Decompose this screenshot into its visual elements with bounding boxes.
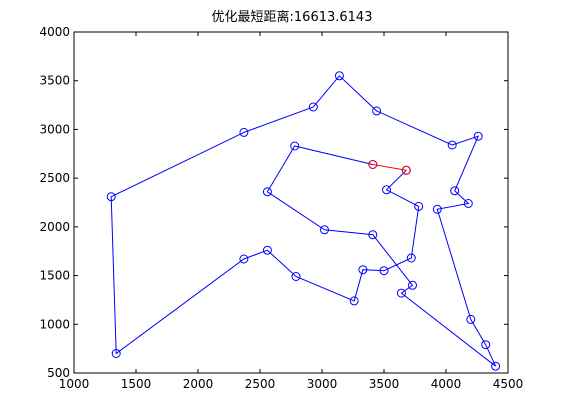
data-point (481, 340, 491, 350)
data-point (239, 254, 249, 264)
data-point (262, 187, 272, 197)
data-point (401, 165, 411, 175)
axis-ticks: 1000 1500 2000 2500 3000 3500 4000 450050010001… (39, 25, 523, 391)
data-point (414, 201, 424, 211)
data-point (349, 296, 359, 306)
data-point (491, 361, 501, 371)
data-point (358, 265, 368, 275)
y-tick-label: 2500 (39, 171, 70, 185)
data-point (463, 199, 473, 208)
series-line-0 (110, 75, 497, 367)
data-point (239, 127, 249, 137)
data-point (320, 225, 329, 235)
data-point (111, 349, 121, 358)
data-point (368, 230, 378, 240)
x-tick-label: 1000 (59, 377, 90, 391)
x-tick-label: 3500 (369, 377, 400, 391)
y-tick-label: 2000 (39, 220, 70, 234)
data-point (372, 106, 382, 116)
data-point (291, 272, 301, 281)
chart-title: 优化最短距离:16613.6143 (212, 9, 373, 25)
x-tick-label: 3000 (307, 377, 338, 391)
y-tick-label: 1000 (39, 317, 70, 331)
x-tick-label: 2000 (183, 377, 214, 391)
data-point (368, 160, 378, 169)
series-lines (110, 75, 497, 367)
y-tick-label: 3500 (39, 74, 70, 88)
data-point (450, 186, 460, 196)
data-point (106, 192, 116, 202)
data-point (447, 140, 457, 150)
y-tick-label: 500 (47, 366, 70, 380)
y-tick-label: 3000 (39, 122, 70, 136)
y-tick-label: 1500 (39, 269, 70, 283)
data-point (408, 280, 417, 290)
data-point (290, 141, 300, 151)
plot-area (73, 31, 509, 374)
data-point (334, 71, 344, 81)
x-tick-label: 1500 (121, 377, 152, 391)
x-tick-label: 4500 (493, 377, 524, 391)
x-tick-label: 2500 (245, 377, 276, 391)
series-line-1 (372, 164, 407, 171)
data-point (466, 314, 476, 324)
data-point (473, 131, 483, 141)
y-tick-label: 4000 (39, 25, 70, 39)
data-point (382, 185, 391, 195)
data-point (308, 102, 318, 112)
data-point (396, 288, 406, 298)
x-tick-label: 4000 (431, 377, 462, 391)
data-point (406, 253, 416, 263)
data-point (262, 245, 272, 255)
data-point (432, 204, 442, 214)
data-point (379, 266, 389, 276)
series-markers (106, 71, 501, 371)
